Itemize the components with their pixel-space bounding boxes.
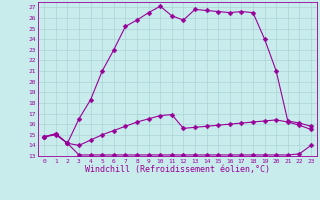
X-axis label: Windchill (Refroidissement éolien,°C): Windchill (Refroidissement éolien,°C)	[85, 165, 270, 174]
